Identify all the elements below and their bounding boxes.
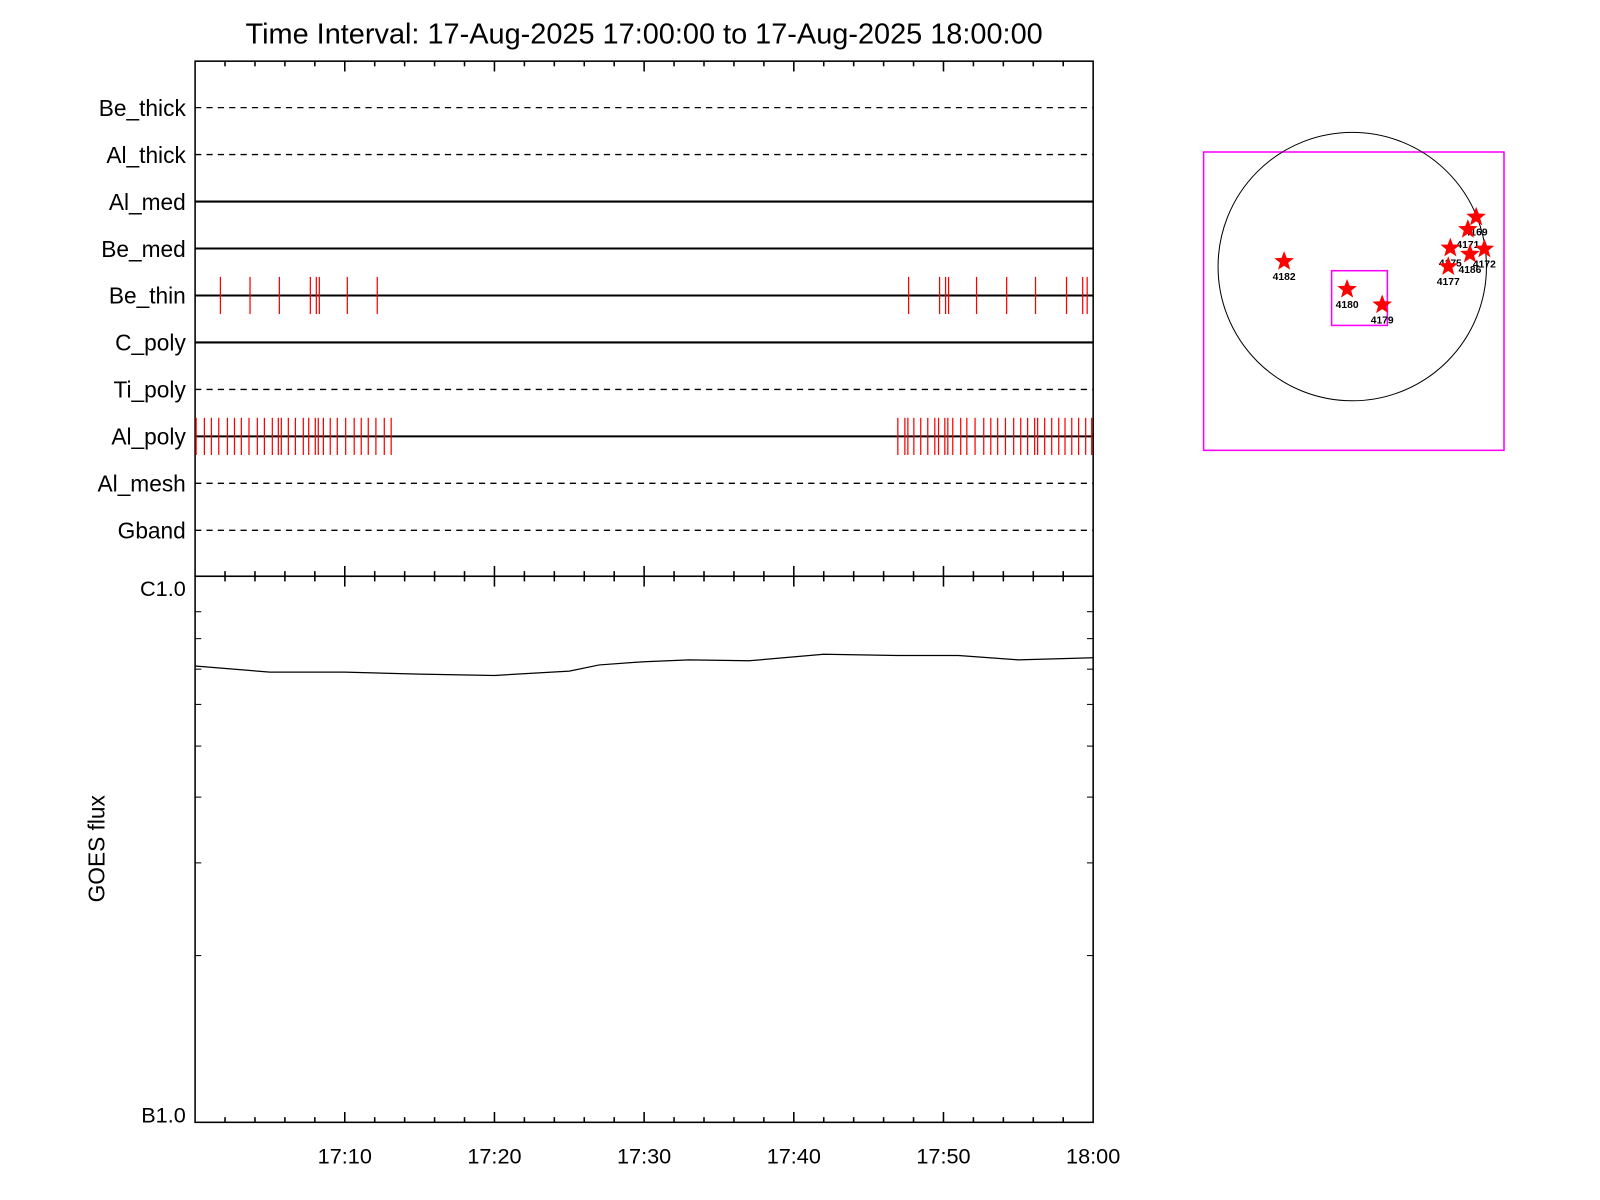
channel-label: Ti_poly	[114, 377, 187, 403]
region-label: 4169	[1465, 228, 1488, 239]
star-icon	[1466, 206, 1486, 226]
channel-label: Al_thick	[106, 142, 186, 168]
y-axis-label: GOES flux	[83, 795, 109, 903]
region-4186: 4186	[1458, 243, 1482, 276]
fov-box	[1330, 269, 1389, 327]
channel-be-med: Be_med	[101, 236, 1094, 262]
star-icon	[1438, 256, 1459, 275]
x-tick-label: 17:20	[467, 1144, 521, 1169]
region-4171: 4171	[1456, 219, 1480, 251]
region-4182: 4182	[1273, 251, 1296, 283]
channel-label: C_poly	[115, 330, 186, 356]
region-label: 4186	[1458, 265, 1481, 276]
channel-gband: Gband	[118, 518, 1094, 544]
goes-flux-line	[195, 653, 1094, 677]
solar-limb	[1217, 131, 1487, 402]
y-tick-label-c1: C1.0	[140, 576, 186, 601]
x-tick-label: 17:40	[767, 1144, 821, 1169]
channel-label: Be_med	[101, 236, 186, 262]
region-4179: 4179	[1371, 294, 1394, 326]
channel-al-mesh: Al_mesh	[98, 471, 1094, 497]
region-4177: 4177	[1437, 256, 1460, 288]
star-icon	[1440, 237, 1461, 257]
chart-title: Time Interval: 17-Aug-2025 17:00:00 to 1…	[246, 19, 1043, 51]
channel-label: Al_poly	[111, 424, 186, 450]
goes-frame	[194, 575, 1094, 1124]
channel-label: Al_mesh	[98, 471, 186, 497]
x-tick-label: 17:30	[617, 1144, 671, 1169]
region-4169: 4169	[1465, 206, 1488, 239]
channel-label: Al_med	[109, 189, 186, 215]
goes-flux-panel: GOES flux C1.0 B1.0 17:10 17:20 17:30 17:40…	[83, 575, 1120, 1169]
star-icon	[1474, 238, 1495, 258]
channel-c-poly: C_poly	[115, 330, 1094, 356]
channel-ti-poly: Ti_poly	[114, 377, 1094, 403]
channel-label: Gband	[118, 518, 186, 544]
star-icon	[1460, 243, 1480, 263]
region-4180: 4180	[1336, 278, 1359, 311]
map-frame	[1202, 151, 1505, 452]
region-label: 4179	[1371, 315, 1394, 326]
channel-raster-panel: Be_thick Al_thick Al_med Be_med Be_thin C_pol…	[98, 60, 1094, 578]
channel-al-med: Al_med	[109, 189, 1094, 215]
star-icon	[1274, 251, 1294, 270]
region-4172: 4172	[1473, 238, 1496, 271]
channel-label: Be_thick	[99, 95, 187, 121]
channel-be-thin: Be_thin	[109, 276, 1094, 315]
star-icon	[1458, 219, 1478, 238]
region-label: 4180	[1336, 300, 1359, 311]
region-label: 4172	[1473, 260, 1496, 271]
x-tick-label: 17:10	[318, 1144, 372, 1169]
y-tick-label-b1: B1.0	[141, 1102, 186, 1127]
channel-label: Be_thin	[109, 283, 186, 309]
channel-al-poly: Al_poly	[111, 417, 1094, 455]
star-icon	[1337, 278, 1357, 298]
channel-al-thick: Al_thick	[106, 142, 1094, 168]
region-label: 4182	[1273, 272, 1296, 283]
x-tick-label: 18:00	[1066, 1144, 1120, 1169]
region-label: 4171	[1456, 240, 1479, 251]
sun-map: 418241804179416941714175418641724177	[1202, 131, 1505, 452]
star-icon	[1372, 294, 1392, 314]
x-tick-label: 17:50	[916, 1144, 970, 1169]
region-label: 4177	[1437, 277, 1460, 288]
raster-frame	[194, 60, 1094, 578]
channel-be-thick: Be_thick	[99, 95, 1094, 121]
